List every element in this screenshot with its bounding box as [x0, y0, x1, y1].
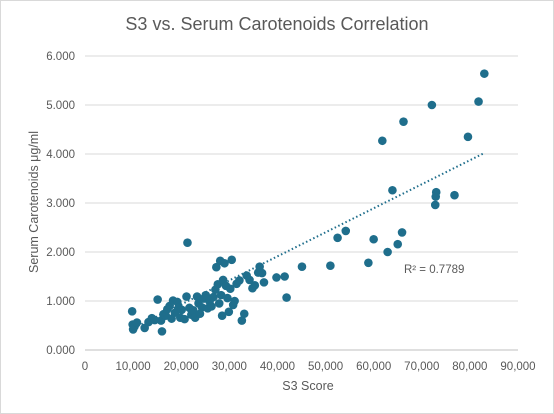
data-point: [388, 185, 397, 195]
data-point: [399, 117, 408, 126]
x-tick-label: 30,000: [212, 361, 247, 373]
data-point: [463, 132, 473, 142]
data-point: [157, 327, 167, 336]
data-point: [364, 258, 373, 268]
data-point: [180, 314, 189, 324]
data-point: [259, 278, 269, 287]
x-tick-label: 90,000: [500, 361, 535, 373]
data-point: [182, 292, 191, 301]
data-point: [209, 292, 218, 302]
trendline: [130, 152, 485, 331]
data-point: [393, 239, 403, 249]
data-point: [280, 272, 289, 281]
data-point: [177, 305, 187, 315]
data-points: [127, 69, 489, 336]
x-tick-label: 50,000: [308, 361, 343, 373]
data-point: [257, 268, 267, 278]
y-axis-ticks: 0.000 1.000 2.000 3.000 4.000 5.000 6.000: [46, 51, 75, 357]
data-point: [227, 255, 237, 265]
data-point: [183, 238, 192, 247]
chart-title: S3 vs. Serum Carotenoids Correlation: [125, 14, 428, 34]
data-point: [397, 228, 407, 237]
data-point: [127, 306, 137, 316]
data-point: [239, 309, 249, 319]
x-tick-label: 0: [82, 361, 88, 373]
data-point: [333, 233, 342, 243]
data-point: [341, 226, 351, 236]
data-point: [383, 247, 392, 257]
data-point: [207, 302, 216, 311]
gridlines: [85, 55, 518, 351]
data-point: [378, 136, 387, 146]
data-point: [282, 293, 291, 302]
data-point: [431, 187, 441, 197]
data-point: [217, 311, 227, 321]
y-tick-label: 3.000: [46, 198, 75, 210]
data-point: [250, 281, 260, 290]
y-tick-label: 1.000: [46, 296, 75, 308]
data-point: [230, 296, 239, 306]
data-point: [201, 290, 211, 300]
y-tick-label: 4.000: [46, 149, 75, 161]
data-point: [220, 258, 229, 268]
x-axis-ticks: 0 10,000 20,000 30,000 40,000 50,000 60,000 70,…: [82, 361, 536, 373]
data-point: [427, 100, 437, 110]
data-point: [480, 69, 489, 78]
x-tick-label: 70,000: [404, 361, 439, 373]
y-tick-label: 6.000: [46, 51, 75, 63]
r-squared-label: R² = 0.7789: [404, 264, 464, 276]
data-point: [369, 234, 378, 244]
x-tick-label: 60,000: [356, 361, 391, 373]
data-point: [237, 316, 247, 325]
data-point: [153, 295, 162, 304]
data-point: [450, 190, 459, 200]
y-axis-title: Serum Carotenoids μg/ml: [27, 131, 41, 273]
data-point: [297, 262, 307, 272]
x-tick-label: 40,000: [260, 361, 295, 373]
data-point: [225, 284, 235, 294]
data-point: [214, 299, 224, 308]
data-point: [132, 318, 142, 327]
data-point: [223, 293, 232, 303]
y-tick-label: 5.000: [46, 100, 75, 112]
data-point: [188, 306, 198, 315]
data-point: [212, 262, 221, 272]
data-point: [326, 261, 335, 271]
y-tick-label: 2.000: [46, 247, 75, 259]
y-tick-label: 0.000: [46, 345, 75, 357]
x-tick-label: 80,000: [452, 361, 487, 373]
x-tick-label: 10,000: [116, 361, 151, 373]
data-point: [245, 275, 254, 285]
x-axis-title: S3 Score: [282, 379, 333, 393]
data-point: [192, 292, 202, 301]
data-point: [272, 273, 281, 282]
x-tick-label: 20,000: [164, 361, 199, 373]
data-point: [474, 97, 483, 106]
data-point: [430, 200, 440, 210]
data-point: [150, 315, 160, 325]
data-point: [224, 307, 234, 317]
data-point: [235, 276, 244, 285]
